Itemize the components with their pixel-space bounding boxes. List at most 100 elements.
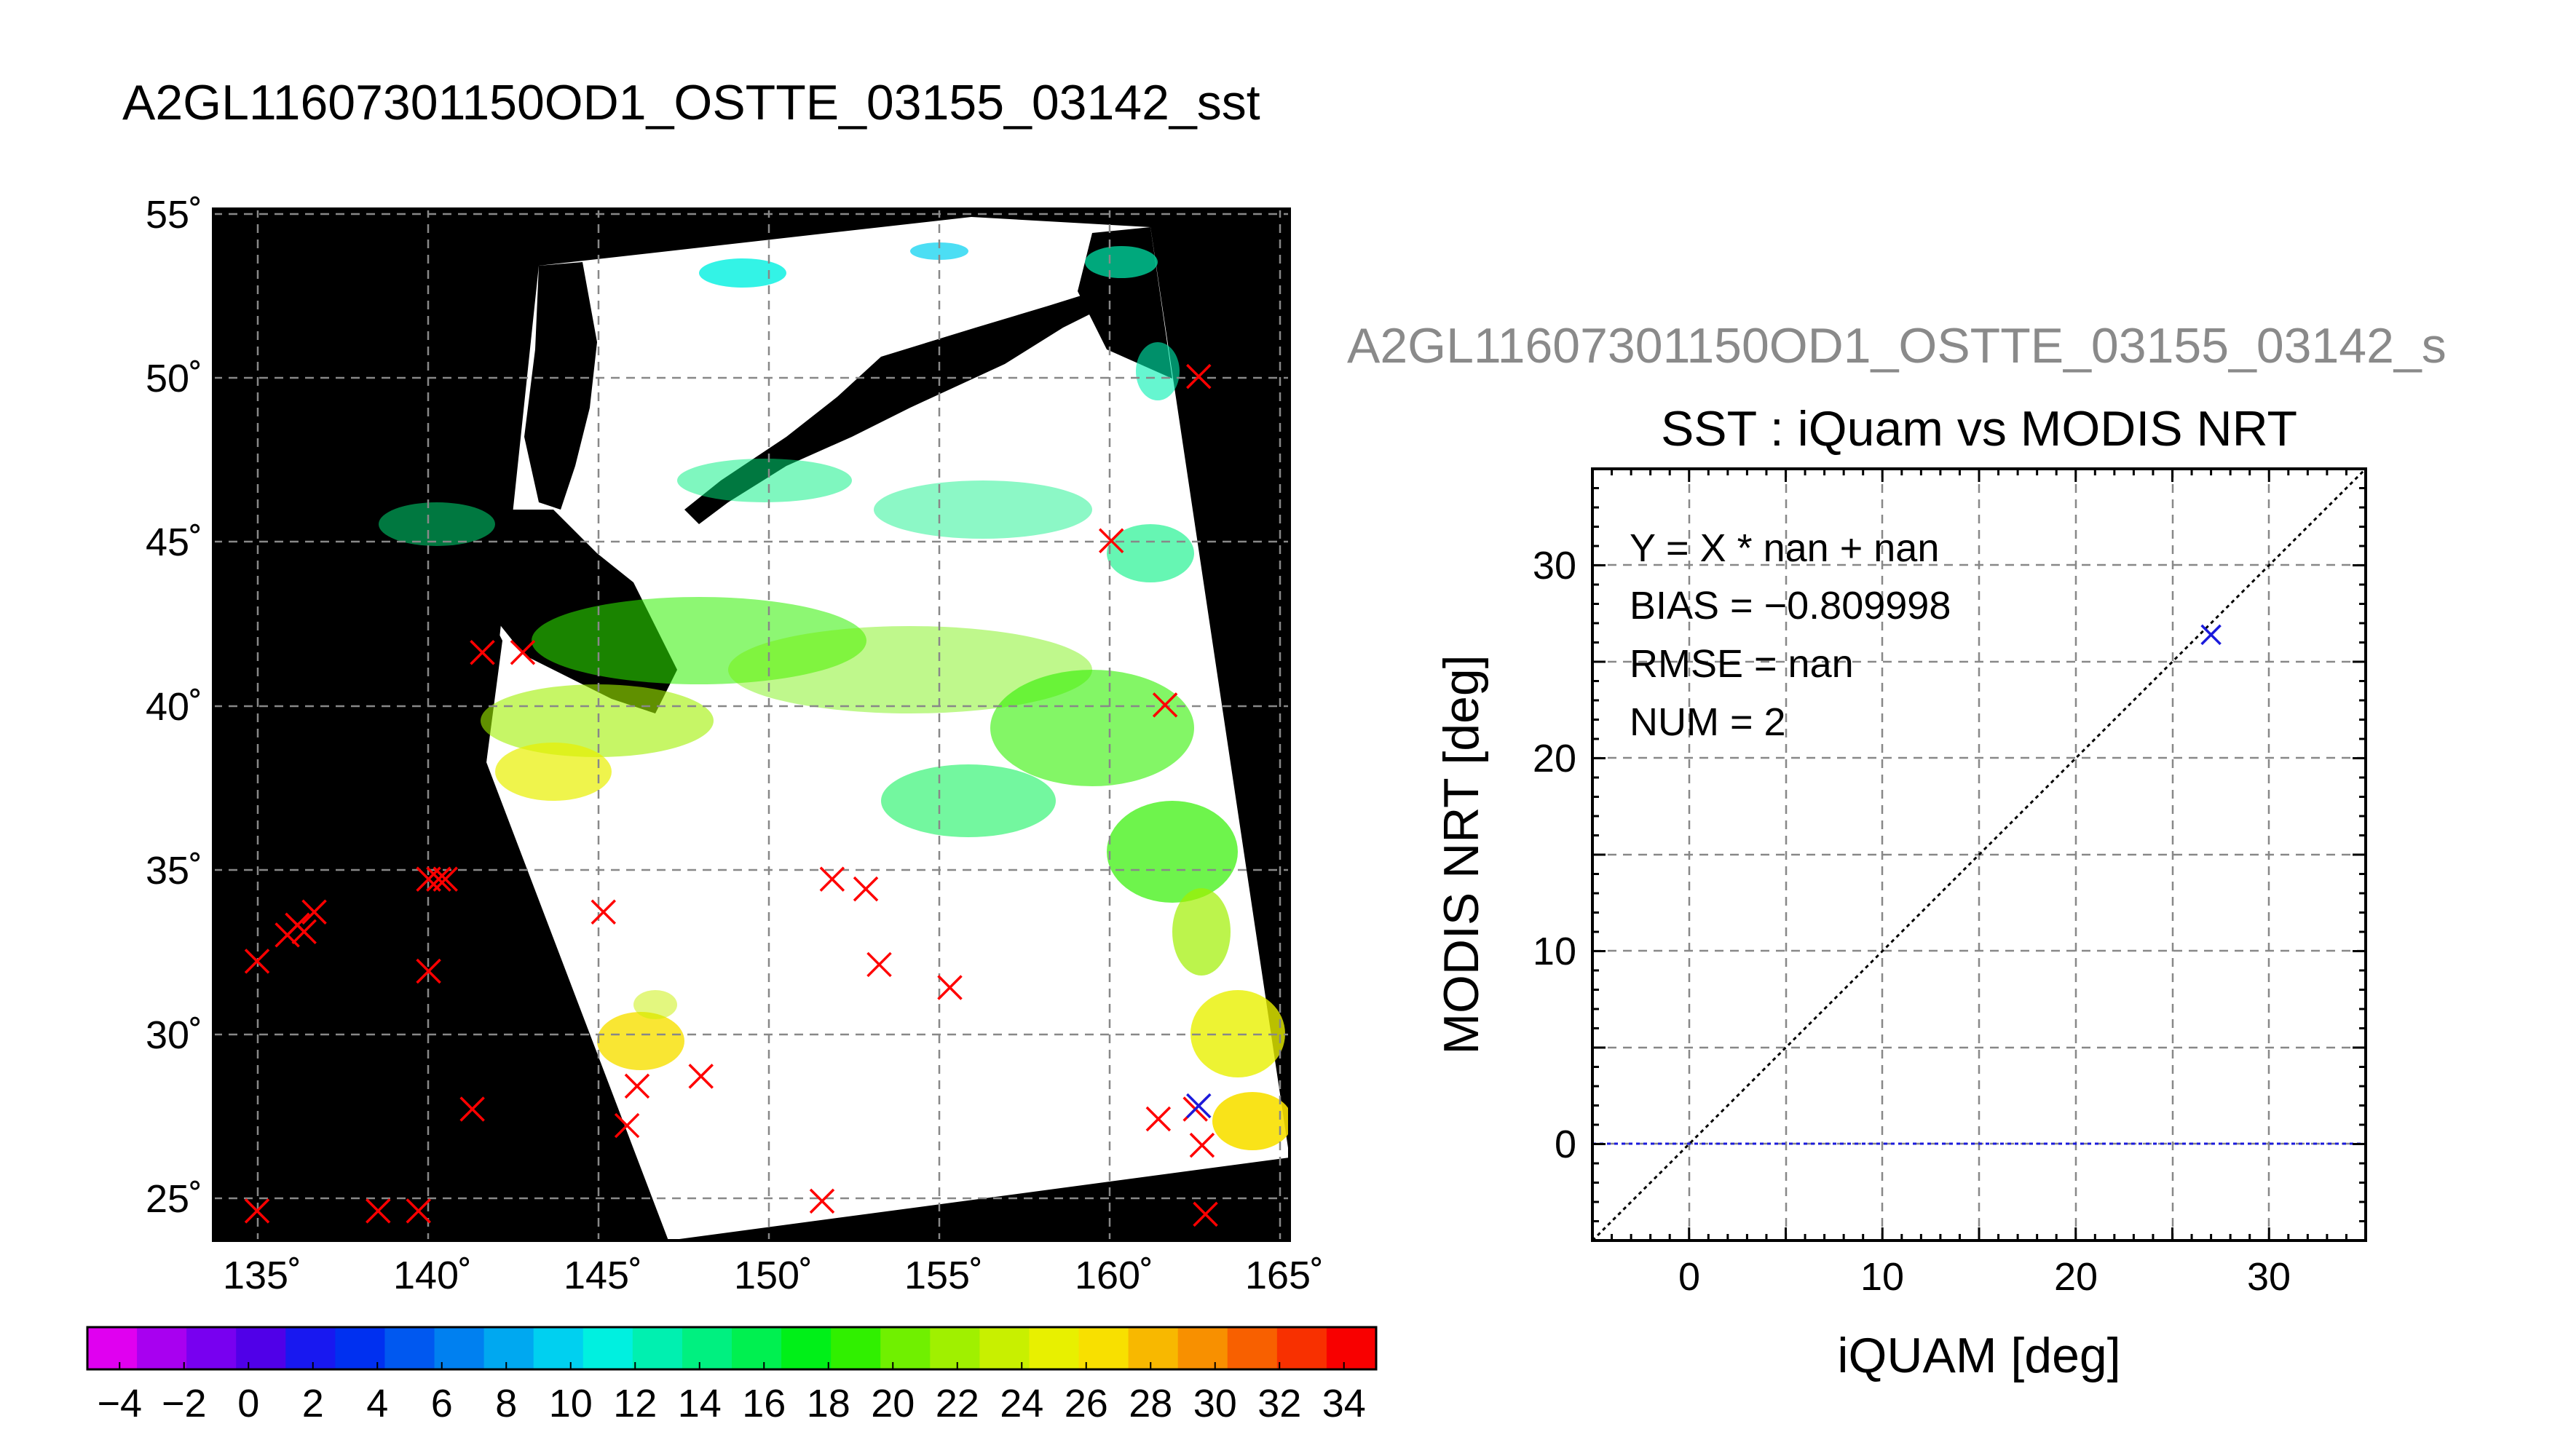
colorbar-tick-label: 30 [1193,1382,1237,1425]
map-point-0-13 [470,639,495,665]
map-point-0-20 [819,866,845,892]
x-tick-20: 20 [2054,1255,2098,1299]
lat-tick-25: 25˚ [146,1177,202,1221]
colorbar-segment [87,1327,138,1369]
colorbar-tick-label: 32 [1257,1382,1301,1425]
colorbar: −4 −2 0 2 4 6 8 10 12 14 16 18 20 22 24 26 28 30 32 34 [86,1326,1378,1425]
colorbar-segment [632,1327,683,1369]
map-point-0-5 [301,899,327,925]
colorbar-segment [732,1327,782,1369]
colorbar-ticks: −4 −2 0 2 4 6 8 10 12 14 16 18 20 22 24 26 28 30 32 34 [97,1362,1366,1425]
colorbar-segment [236,1327,286,1369]
colorbar-segment [831,1327,881,1369]
map-point-0-23 [937,975,963,1000]
map-markers [244,363,1218,1227]
colorbar-tick-label: −2 [162,1382,207,1425]
colorbar-segment [384,1327,435,1369]
colorbar-segment [583,1327,633,1369]
colorbar-segment [285,1327,336,1369]
lat-tick-35: 35˚ [146,849,202,893]
colorbar-tick-label: −4 [97,1382,142,1425]
colorbar-tick-label: 4 [366,1382,388,1425]
map-point-0-0 [244,1198,270,1224]
map-lat-ticks: 55˚ 50˚ 45˚ 40˚ 35˚ 30˚ 25˚ [146,193,202,1221]
scatter-title: SST : iQuam vs MODIS NRT [1661,401,2297,456]
map-point-0-26 [1152,692,1178,718]
x-axis-label: iQUAM [deg] [1837,1328,2120,1383]
colorbar-frame [86,1326,1378,1371]
colorbar-tick-label: 20 [871,1382,915,1425]
colorbar-tick-label: 14 [678,1382,722,1425]
colorbar-tick-label: 10 [549,1382,593,1425]
identity-line [1592,469,2366,1241]
scatter-x-ticks: 0 10 20 30 [1678,1255,2291,1299]
colorbar-tick-label: 8 [495,1382,517,1425]
map-grid [213,209,1290,1241]
lon-tick-160: 160˚ [1075,1254,1153,1297]
land-mass [524,262,597,510]
map-point-0-8 [416,958,441,984]
y-tick-30: 30 [1533,544,1576,587]
colorbar-segment [533,1327,584,1369]
colorbar-tick-label: 34 [1322,1382,1366,1425]
map-point-0-7 [406,1198,431,1224]
lon-tick-145: 145˚ [564,1254,642,1297]
map-point-0-28 [1186,363,1212,389]
colorbar-tick-label: 22 [936,1382,979,1425]
colorbar-segments [87,1327,1377,1369]
map-point-0-12 [459,1096,485,1122]
map-point-0-29 [1189,1132,1215,1158]
map-point-0-25 [1145,1106,1172,1132]
colorbar-tick-label: 28 [1129,1382,1172,1425]
map-point-0-14 [510,639,536,665]
map-point-1-0 [1186,1093,1212,1119]
colorbar-segment [880,1327,931,1369]
y-tick-20: 20 [1533,737,1576,780]
colorbar-tick-label: 18 [807,1382,850,1425]
x-tick-30: 30 [2247,1255,2291,1299]
lat-tick-55: 55˚ [146,193,202,237]
map-frame [212,207,1291,1242]
lat-tick-50: 50˚ [146,357,202,400]
colorbar-tick-label: 2 [302,1382,324,1425]
stat-rmse: RMSE = nan [1630,642,1854,686]
colorbar-segment [1276,1327,1327,1369]
map-point-0-4 [291,919,317,945]
lat-tick-45: 45˚ [146,521,202,564]
y-tick-10: 10 [1533,930,1576,973]
lon-tick-135: 135˚ [223,1254,301,1297]
map-point-0-24 [1098,528,1124,554]
colorbar-segment [483,1327,534,1369]
stat-regression: Y = X * nan + nan [1630,526,1939,570]
colorbar-segment [1177,1327,1228,1369]
map-point-0-11 [433,866,458,892]
map-point-0-1 [244,949,270,974]
lon-tick-165: 165˚ [1245,1254,1324,1297]
kuril-island-land [684,288,1121,524]
scatter-frame [1591,467,2367,1242]
lat-tick-40: 40˚ [146,685,202,729]
map-point-0-10 [426,866,451,892]
y-tick-0: 0 [1555,1123,1576,1166]
stat-bias: BIAS = −0.809998 [1630,584,1951,628]
colorbar-segment [1078,1327,1129,1369]
stat-num: NUM = 2 [1630,700,1786,744]
colorbar-tick-label: 16 [742,1382,786,1425]
scatter-y-ticks: 0 10 20 30 [1533,544,1576,1166]
colorbar-segment [781,1327,832,1369]
map-point-0-15 [591,899,617,925]
colorbar-segment [1326,1327,1377,1369]
colorbar-segment [930,1327,980,1369]
map-lon-ticks: 135˚ 140˚ 145˚ 150˚ 155˚ 160˚ 165˚ [223,1254,1324,1297]
colorbar-tick-label: 6 [431,1382,453,1425]
colorbar-segment [434,1327,485,1369]
lon-tick-140: 140˚ [393,1254,472,1297]
x-tick-10: 10 [1860,1255,1904,1299]
map-point-0-18 [688,1064,714,1089]
map-point-0-21 [853,876,879,902]
scatter-point-0-0 [2200,624,2222,646]
map-point-0-19 [809,1188,835,1214]
colorbar-tick-label: 12 [613,1382,657,1425]
map-point-0-6 [366,1198,391,1224]
